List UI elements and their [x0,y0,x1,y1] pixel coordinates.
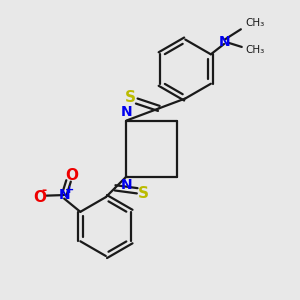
Text: N: N [219,34,230,49]
Text: CH₃: CH₃ [245,45,265,55]
Text: CH₃: CH₃ [245,18,265,28]
Text: S: S [138,186,149,201]
Text: -: - [42,184,47,197]
Text: +: + [65,185,74,195]
Text: S: S [125,90,136,105]
Text: N: N [121,105,132,119]
Text: N: N [121,178,132,192]
Text: N: N [58,188,70,202]
Text: O: O [34,190,46,205]
Text: O: O [65,167,78,182]
